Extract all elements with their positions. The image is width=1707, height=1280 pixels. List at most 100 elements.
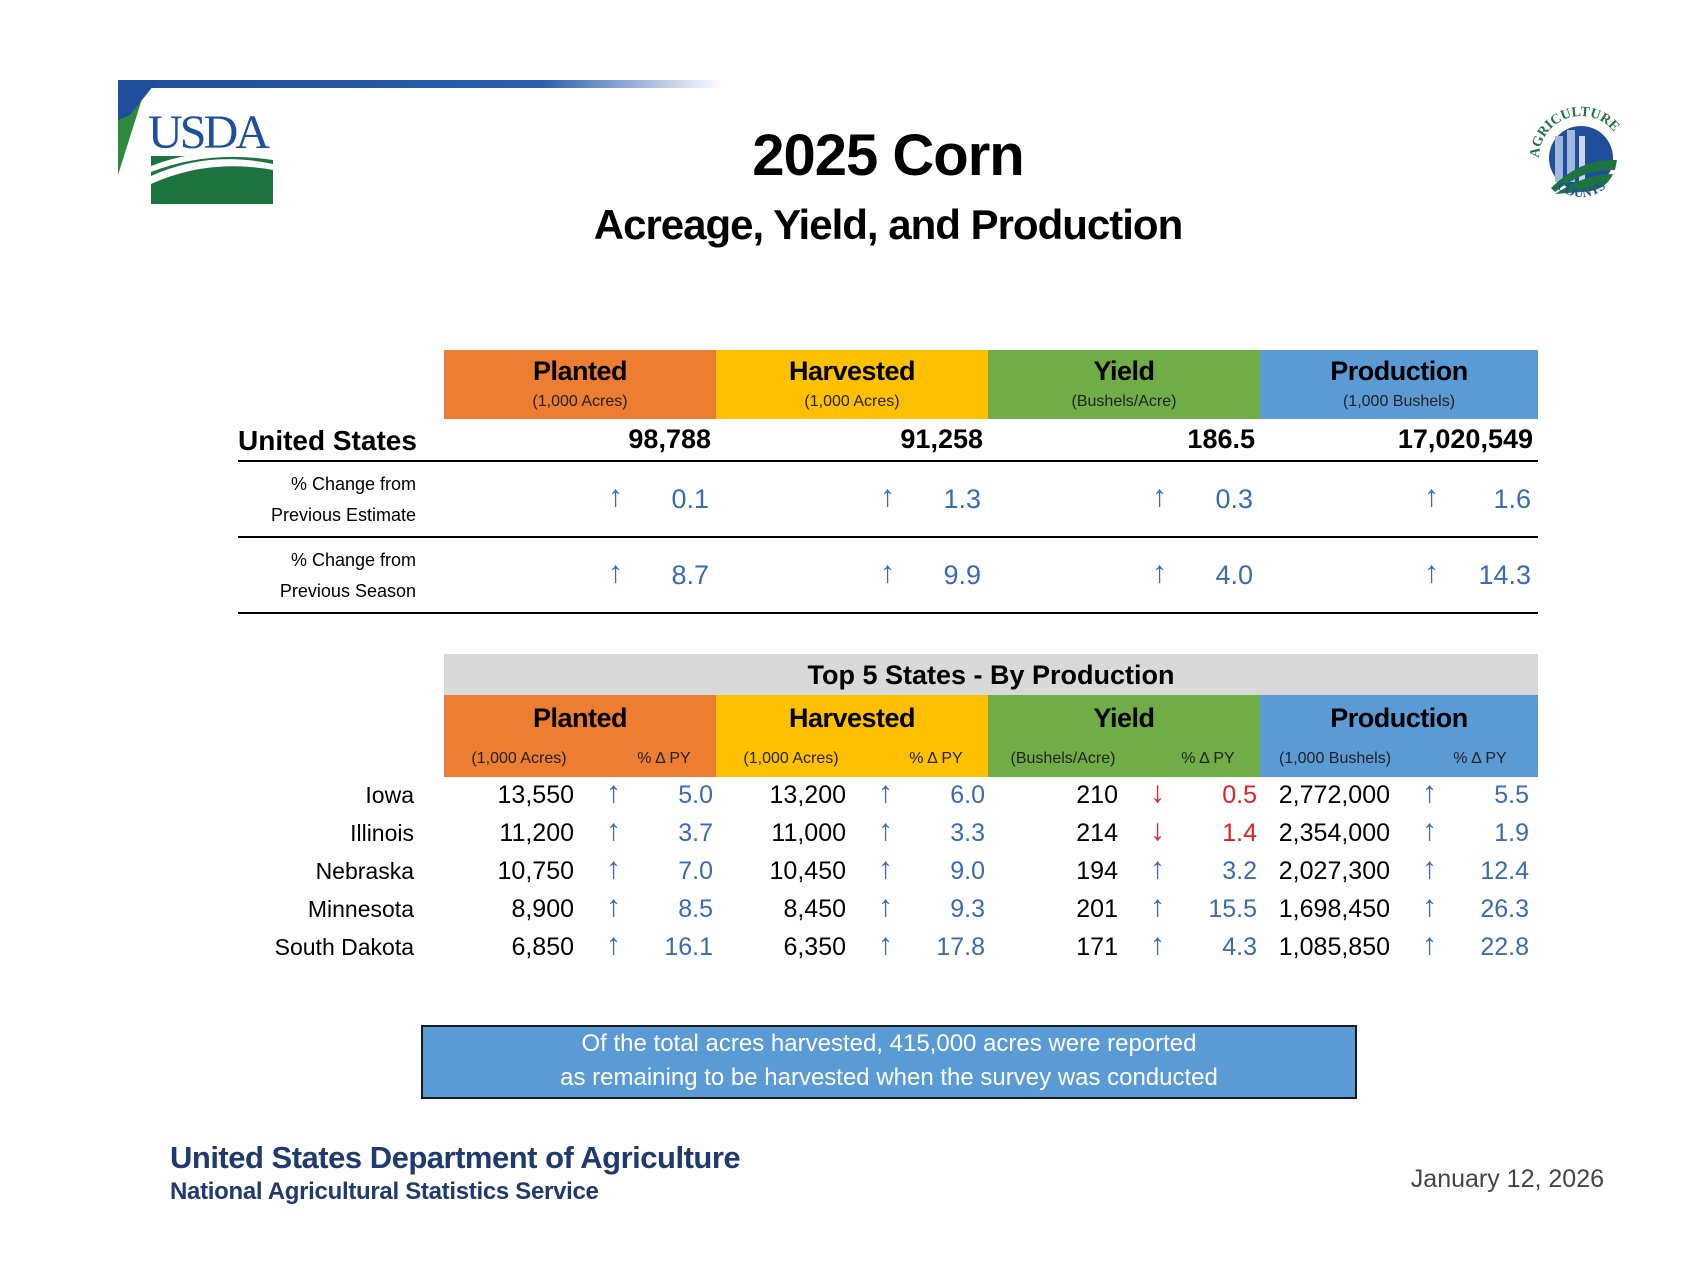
pct-change-production: 26.3 — [1480, 895, 1529, 923]
value-yield: 171 — [1076, 933, 1118, 961]
column-title: Yield — [1093, 703, 1155, 733]
change-label-line1: % Change from — [290, 474, 416, 494]
pct-change-yield: 4.3 — [1222, 933, 1257, 961]
column-pct-label: % Δ PY — [1181, 750, 1235, 767]
value-production: 2,027,300 — [1278, 857, 1390, 885]
column-unit: (1,000 Acres) — [532, 393, 628, 410]
change-value-production: 14.3 — [1478, 560, 1531, 590]
value-planted: 11,200 — [499, 819, 574, 847]
value-planted: 8,900 — [511, 895, 574, 923]
divider — [238, 536, 1538, 538]
value-production: 1,085,850 — [1278, 933, 1390, 961]
column-pct-label: % Δ PY — [1453, 750, 1507, 767]
value-harvested: 11,000 — [771, 819, 846, 847]
column-title: Harvested — [788, 356, 916, 386]
arrow-up-icon: ↑ — [608, 480, 623, 513]
value-yield: 194 — [1076, 857, 1118, 885]
arrow-up-icon: ↑ — [878, 814, 893, 847]
us-value-harvested: 91,258 — [900, 424, 983, 454]
usda-logo: USDA — [118, 80, 273, 204]
pct-change-planted: 8.5 — [678, 895, 713, 923]
us-value-yield: 186.5 — [1187, 424, 1255, 454]
state-header-production: Production — [1260, 695, 1538, 777]
footer-date: January 12, 2026 — [1410, 1165, 1604, 1193]
column-pct-label: % Δ PY — [637, 750, 691, 767]
value-harvested: 10,450 — [769, 857, 846, 885]
value-planted: 6,850 — [511, 933, 574, 961]
arrow-up-icon: ↑ — [606, 776, 621, 809]
change-value-harvested: 1.3 — [943, 484, 981, 514]
value-production: 2,354,000 — [1278, 819, 1390, 847]
value-harvested: 13,200 — [769, 781, 846, 809]
value-harvested: 8,450 — [783, 895, 846, 923]
state-name: Minnesota — [307, 896, 414, 922]
arrow-up-icon: ↑ — [1422, 814, 1437, 847]
arrow-up-icon: ↑ — [878, 852, 893, 885]
state-name: South Dakota — [274, 934, 414, 960]
pct-change-harvested: 9.0 — [950, 857, 985, 885]
pct-change-yield: 3.2 — [1222, 857, 1257, 885]
pct-change-production: 12.4 — [1480, 857, 1529, 885]
arrow-up-icon: ↑ — [606, 928, 621, 961]
state-header-harvested: Harvested — [716, 695, 988, 777]
header-planted: Planted (1,000 Acres) — [444, 350, 716, 419]
pct-change-harvested: 17.8 — [936, 933, 985, 961]
arrow-up-icon: ↑ — [606, 890, 621, 923]
pct-change-harvested: 9.3 — [950, 895, 985, 923]
column-title: Production — [1330, 356, 1468, 386]
arrow-up-icon: ↑ — [1150, 852, 1165, 885]
note-line-1: Of the total acres harvested, 415,000 ac… — [581, 1030, 1197, 1057]
column-title: Planted — [532, 356, 628, 386]
arrow-up-icon: ↑ — [1422, 890, 1437, 923]
change-value-production: 1.6 — [1493, 484, 1531, 514]
column-unit: (1,000 Acres) — [804, 393, 900, 410]
arrow-up-icon: ↑ — [880, 556, 895, 589]
page-title: 2025 Corn — [752, 123, 1024, 188]
value-yield: 214 — [1076, 819, 1118, 847]
states-title-band: Top 5 States - By Production — [444, 654, 1538, 695]
pct-change-planted: 5.0 — [678, 781, 713, 809]
column-unit: (Bushels/Acre) — [1010, 750, 1116, 767]
pct-change-production: 5.5 — [1494, 781, 1529, 809]
us-value-planted: 98,788 — [628, 424, 711, 454]
column-unit: (1,000 Acres) — [743, 750, 839, 767]
harvest-note-box: Of the total acres harvested, 415,000 ac… — [421, 1025, 1357, 1099]
column-unit: (1,000 Bushels) — [1342, 393, 1456, 410]
arrow-up-icon: ↑ — [608, 556, 623, 589]
change-value-yield: 0.3 — [1215, 484, 1253, 514]
pct-change-yield: 1.4 — [1222, 819, 1257, 847]
pct-change-harvested: 3.3 — [950, 819, 985, 847]
column-title: Yield — [1093, 356, 1155, 386]
state-name: Nebraska — [315, 858, 414, 884]
arrow-up-icon: ↑ — [1152, 480, 1167, 513]
state-header-yield: Yield — [988, 695, 1260, 777]
column-title: Planted — [532, 703, 628, 733]
arrow-up-icon: ↑ — [606, 852, 621, 885]
us-value-production: 17,020,549 — [1397, 424, 1533, 454]
arrow-up-icon: ↑ — [878, 776, 893, 809]
divider — [238, 460, 1538, 462]
pct-change-production: 22.8 — [1480, 933, 1529, 961]
arrow-up-icon: ↑ — [1150, 890, 1165, 923]
value-planted: 13,550 — [497, 781, 574, 809]
arrow-up-icon: ↑ — [606, 814, 621, 847]
arrow-up-icon: ↑ — [1424, 480, 1439, 513]
change-value-planted: 8.7 — [671, 560, 709, 590]
change-value-harvested: 9.9 — [943, 560, 981, 590]
column-title: Harvested — [788, 703, 916, 733]
column-unit: (1,000 Acres) — [471, 750, 567, 767]
column-title: Production — [1330, 703, 1468, 733]
arrow-up-icon: ↑ — [878, 928, 893, 961]
arrow-up-icon: ↑ — [1424, 556, 1439, 589]
pct-change-production: 1.9 — [1494, 819, 1529, 847]
pct-change-yield: 15.5 — [1208, 895, 1257, 923]
svg-text:COUNTS: COUNTS — [1554, 178, 1608, 200]
value-production: 2,772,000 — [1278, 781, 1390, 809]
change-value-planted: 0.1 — [671, 484, 709, 514]
footer-department: United States Department of Agriculture — [170, 1140, 741, 1175]
svg-text:USDA: USDA — [148, 106, 270, 159]
pct-change-planted: 16.1 — [664, 933, 713, 961]
state-name: Illinois — [350, 820, 414, 846]
arrow-up-icon: ↑ — [880, 480, 895, 513]
